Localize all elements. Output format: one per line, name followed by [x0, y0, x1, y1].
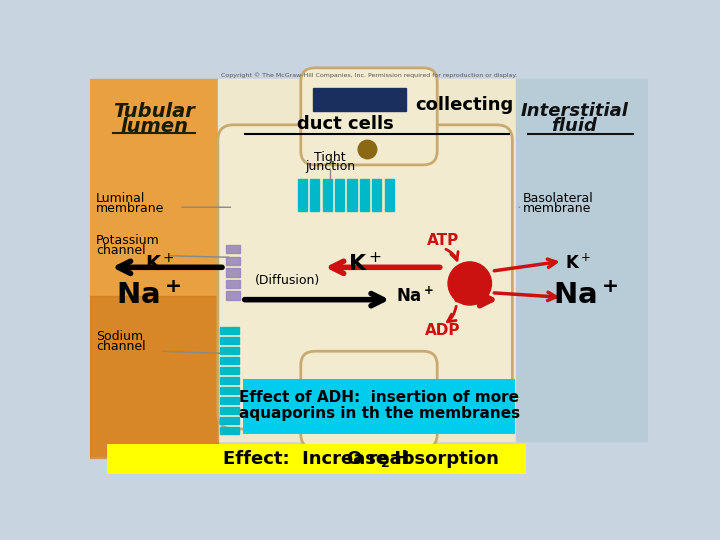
Bar: [226, 256, 240, 265]
Text: (Diffusion): (Diffusion): [255, 274, 320, 287]
Text: duct cells: duct cells: [297, 115, 394, 133]
Bar: [384, 179, 394, 211]
Bar: [220, 427, 239, 434]
Text: collecting: collecting: [415, 96, 514, 113]
Bar: [107, 444, 526, 475]
Bar: [226, 268, 240, 276]
Bar: [220, 327, 239, 334]
Text: Potassium: Potassium: [96, 234, 160, 247]
Bar: [90, 79, 218, 456]
Text: $\mathbf{K}^+$: $\mathbf{K}^+$: [145, 253, 175, 274]
Bar: [226, 280, 240, 288]
Circle shape: [358, 387, 377, 405]
Bar: [323, 179, 332, 211]
Circle shape: [358, 140, 377, 159]
Text: Tight: Tight: [315, 151, 346, 164]
Text: Sodium: Sodium: [96, 330, 143, 343]
FancyBboxPatch shape: [301, 68, 437, 165]
Bar: [220, 336, 239, 345]
Text: Tubular: Tubular: [113, 102, 195, 121]
Text: Interstitial: Interstitial: [521, 102, 629, 120]
Text: 2: 2: [381, 457, 390, 470]
Bar: [516, 79, 648, 441]
Text: Effect:  Increase H: Effect: Increase H: [223, 450, 410, 468]
Bar: [220, 397, 239, 404]
Text: Copyright © The McGraw-Hill Companies, Inc. Permission required for reproduction: Copyright © The McGraw-Hill Companies, I…: [221, 72, 517, 78]
Text: ADP: ADP: [425, 323, 460, 338]
Text: ATP: ATP: [426, 233, 459, 248]
Text: channel: channel: [96, 340, 146, 354]
Bar: [226, 291, 240, 300]
Text: junction: junction: [305, 160, 355, 173]
Bar: [220, 377, 239, 384]
Bar: [220, 356, 239, 365]
Bar: [347, 179, 356, 211]
Text: Basolateral: Basolateral: [523, 192, 593, 205]
Bar: [218, 79, 516, 441]
Text: fluid: fluid: [552, 117, 598, 135]
Bar: [360, 179, 369, 211]
Circle shape: [448, 262, 492, 305]
Bar: [310, 179, 320, 211]
Bar: [90, 296, 218, 457]
Bar: [220, 417, 239, 424]
Text: $\mathbf{K}^+$: $\mathbf{K}^+$: [348, 252, 382, 275]
Text: Effect of ADH:  insertion of more: Effect of ADH: insertion of more: [239, 390, 519, 405]
Bar: [313, 88, 406, 111]
FancyBboxPatch shape: [301, 351, 437, 448]
Bar: [220, 407, 239, 414]
Text: Luminal: Luminal: [96, 192, 145, 205]
Bar: [220, 387, 239, 394]
Text: $\mathbf{Na^+}$: $\mathbf{Na^+}$: [397, 286, 435, 306]
Bar: [372, 179, 382, 211]
Text: membrane: membrane: [96, 202, 165, 215]
Bar: [226, 245, 240, 253]
Bar: [220, 367, 239, 374]
Text: O reabsorption: O reabsorption: [347, 450, 499, 468]
Text: channel: channel: [96, 244, 146, 257]
Text: lumen: lumen: [120, 117, 189, 136]
Text: $\mathbf{Na^+}$: $\mathbf{Na^+}$: [554, 282, 618, 310]
Bar: [335, 179, 344, 211]
Bar: [297, 179, 307, 211]
Text: membrane: membrane: [523, 202, 591, 215]
FancyBboxPatch shape: [218, 125, 513, 429]
Text: $\mathbf{Na^+}$: $\mathbf{Na^+}$: [115, 282, 181, 310]
Text: aquaporins in th the membranes: aquaporins in th the membranes: [238, 406, 520, 421]
Text: $\mathbf{K}^+$: $\mathbf{K}^+$: [565, 254, 591, 273]
Bar: [220, 347, 239, 354]
Bar: [243, 379, 515, 434]
